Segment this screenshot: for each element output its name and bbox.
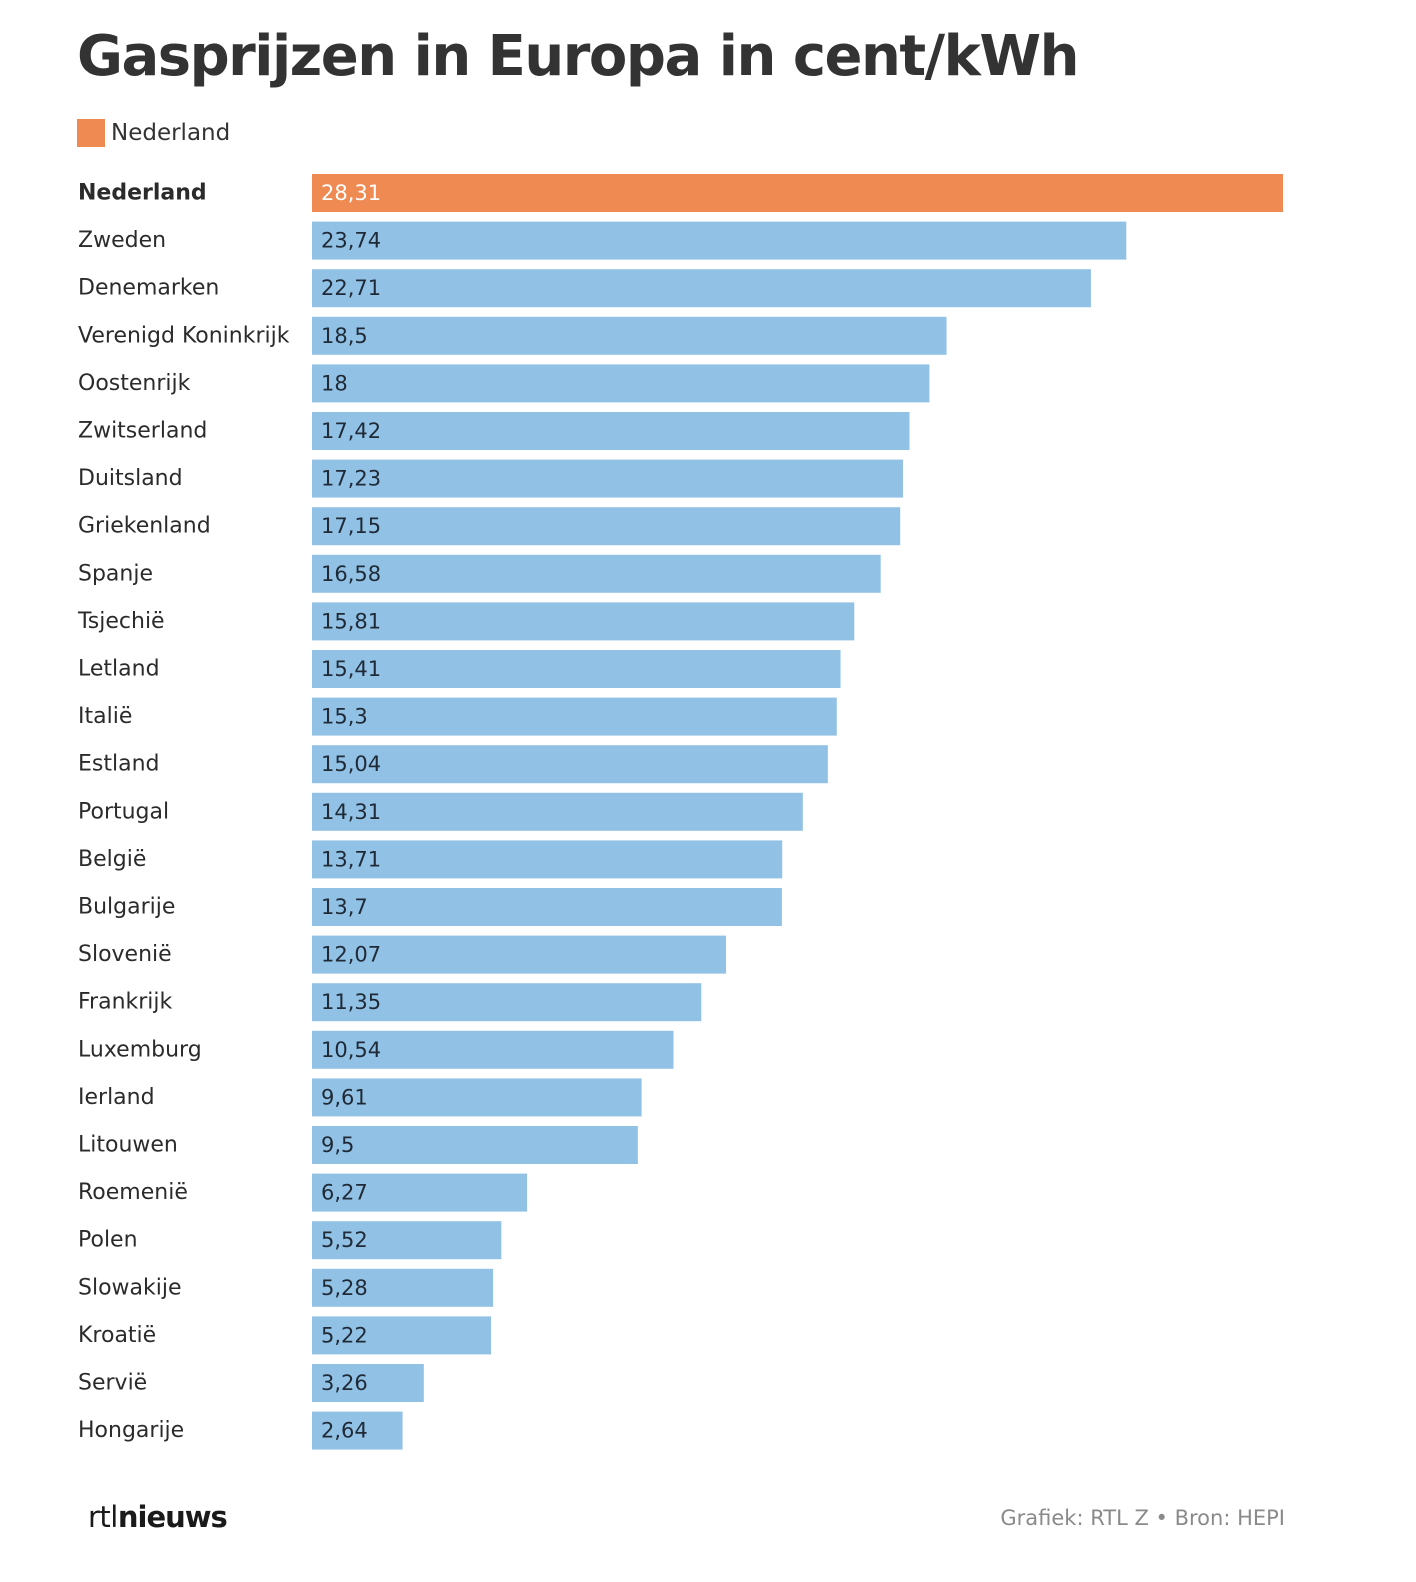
bar-oostenrijk bbox=[312, 364, 930, 403]
bar-slovenie bbox=[312, 935, 726, 974]
value-label-letland: 15,41 bbox=[321, 657, 381, 681]
category-label-estland: Estland bbox=[78, 752, 160, 777]
bar-hongarije bbox=[312, 1411, 403, 1450]
category-label-litouwen: Litouwen bbox=[78, 1133, 178, 1158]
category-label-verenigd-koninkrijk: Verenigd Koninkrijk bbox=[78, 323, 290, 348]
category-label-servie: Servië bbox=[78, 1371, 147, 1396]
value-label-frankrijk: 11,35 bbox=[321, 990, 381, 1014]
category-label-zweden: Zweden bbox=[78, 228, 166, 253]
bar-kroatie bbox=[312, 1316, 492, 1355]
value-label-bulgarije: 13,7 bbox=[321, 895, 368, 919]
category-label-polen: Polen bbox=[78, 1228, 138, 1253]
legend-label: Nederland bbox=[111, 120, 231, 146]
value-label-duitsland: 17,23 bbox=[321, 467, 381, 491]
bar-servie bbox=[312, 1364, 424, 1402]
value-label-litouwen: 9,5 bbox=[321, 1133, 354, 1157]
bar-litouwen bbox=[312, 1126, 638, 1164]
value-label-zweden: 23,74 bbox=[321, 229, 381, 253]
value-label-slovenie: 12,07 bbox=[321, 943, 381, 967]
chart-title: Gasprijzen in Europa in cent/kWh bbox=[77, 24, 1079, 89]
bar-nederland bbox=[312, 174, 1283, 212]
bar-zwitserland bbox=[312, 412, 910, 450]
category-label-spanje: Spanje bbox=[78, 561, 153, 586]
logo-text-bold: nieuws bbox=[117, 1500, 228, 1534]
legend: Nederland bbox=[77, 119, 230, 147]
bar-verenigd-koninkrijk bbox=[312, 316, 947, 355]
value-label-spanje: 16,58 bbox=[321, 562, 381, 586]
bar-duitsland bbox=[312, 459, 903, 498]
category-label-ierland: Ierland bbox=[78, 1085, 155, 1110]
category-label-bulgarije: Bulgarije bbox=[78, 895, 175, 920]
category-label-hongarije: Hongarije bbox=[78, 1418, 184, 1443]
category-label-luxemburg: Luxemburg bbox=[78, 1037, 202, 1062]
value-label-hongarije: 2,64 bbox=[321, 1419, 368, 1443]
bar-polen bbox=[312, 1221, 502, 1260]
bar-ierland bbox=[312, 1078, 642, 1117]
value-label-luxemburg: 10,54 bbox=[321, 1038, 381, 1062]
value-label-denemarken: 22,71 bbox=[321, 276, 381, 300]
value-label-verenigd-koninkrijk: 18,5 bbox=[321, 324, 368, 348]
category-label-tsjechie: Tsjechië bbox=[77, 609, 165, 634]
category-label-zwitserland: Zwitserland bbox=[78, 419, 207, 444]
value-label-belgie: 13,71 bbox=[321, 847, 381, 871]
bar-estland bbox=[312, 745, 828, 784]
bar-bulgarije bbox=[312, 888, 782, 926]
value-label-zwitserland: 17,42 bbox=[321, 419, 381, 443]
category-label-roemenie: Roemenië bbox=[78, 1180, 188, 1205]
category-label-portugal: Portugal bbox=[78, 799, 169, 824]
value-label-italie: 15,3 bbox=[321, 705, 368, 729]
category-label-frankrijk: Frankrijk bbox=[78, 990, 173, 1015]
value-label-nederland: 28,31 bbox=[321, 181, 381, 205]
bar-spanje bbox=[312, 554, 881, 593]
value-label-roemenie: 6,27 bbox=[321, 1181, 368, 1205]
bar-belgie bbox=[312, 840, 783, 879]
value-label-oostenrijk: 18 bbox=[321, 371, 348, 395]
bar-luxemburg bbox=[312, 1030, 674, 1069]
category-label-italie: Italië bbox=[78, 704, 132, 729]
value-label-slowakije: 5,28 bbox=[321, 1276, 368, 1300]
legend-swatch bbox=[77, 119, 105, 147]
bar-griekenland bbox=[312, 507, 901, 546]
rtl-nieuws-logo: rtlnieuws bbox=[88, 1500, 228, 1534]
bar-zweden bbox=[312, 221, 1127, 260]
category-label-letland: Letland bbox=[78, 657, 160, 682]
bar-denemarken bbox=[312, 269, 1091, 308]
value-label-tsjechie: 15,81 bbox=[321, 609, 381, 633]
category-label-duitsland: Duitsland bbox=[78, 466, 183, 491]
category-label-griekenland: Griekenland bbox=[78, 514, 211, 539]
bar-roemenie bbox=[312, 1173, 528, 1212]
value-label-kroatie: 5,22 bbox=[321, 1323, 368, 1347]
bar-letland bbox=[312, 650, 841, 688]
bar-frankrijk bbox=[312, 983, 702, 1022]
category-label-kroatie: Kroatië bbox=[78, 1323, 156, 1348]
value-label-portugal: 14,31 bbox=[321, 800, 381, 824]
bar-portugal bbox=[312, 792, 803, 831]
category-label-oostenrijk: Oostenrijk bbox=[78, 371, 191, 396]
category-label-slowakije: Slowakije bbox=[78, 1275, 182, 1300]
category-label-denemarken: Denemarken bbox=[78, 276, 219, 301]
bar-tsjechie bbox=[312, 602, 855, 641]
value-label-servie: 3,26 bbox=[321, 1371, 368, 1395]
category-label-slovenie: Slovenië bbox=[78, 942, 172, 967]
value-label-polen: 5,52 bbox=[321, 1228, 368, 1252]
category-label-belgie: België bbox=[78, 847, 146, 872]
bar-slowakije bbox=[312, 1268, 494, 1307]
source-credit: Grafiek: RTL Z • Bron: HEPI bbox=[1000, 1506, 1285, 1530]
bar-italie bbox=[312, 697, 837, 736]
value-label-estland: 15,04 bbox=[321, 752, 381, 776]
category-label-nederland: Nederland bbox=[78, 181, 207, 206]
logo-text-light: rtl bbox=[88, 1500, 118, 1534]
value-label-griekenland: 17,15 bbox=[321, 514, 381, 538]
value-label-ierland: 9,61 bbox=[321, 1085, 368, 1109]
